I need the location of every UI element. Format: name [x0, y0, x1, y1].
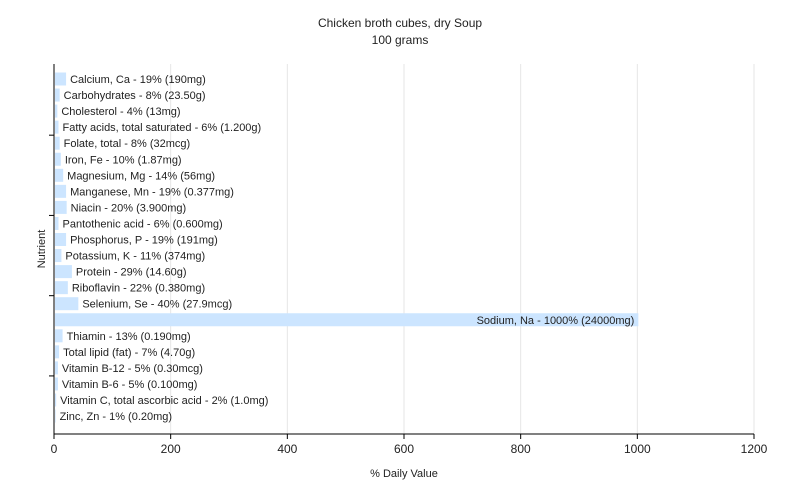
x-tick-label: 0 — [51, 442, 58, 456]
bar — [55, 184, 67, 198]
x-tick-layer: 0 200 400 600 800 1000 1200 — [51, 434, 768, 456]
bar-label: Sodium, Na - 1000% (24000mg) — [477, 315, 635, 327]
x-axis-label: % Daily Value — [370, 468, 438, 480]
bar — [55, 377, 58, 391]
x-tick-label: 200 — [161, 442, 181, 456]
bar — [55, 136, 60, 150]
bar — [55, 313, 639, 327]
x-tick-label: 800 — [511, 442, 531, 456]
bar-label: Zinc, Zn - 1% (0.20mg) — [60, 411, 172, 423]
chart-subtitle: 100 grams — [372, 33, 429, 47]
bar — [55, 216, 59, 230]
bar-label: Selenium, Se - 40% (27.9mcg) — [82, 299, 232, 311]
bar — [55, 72, 67, 86]
y-axis-label: Nutrient — [36, 230, 48, 269]
bar-label: Iron, Fe - 10% (1.87mg) — [65, 154, 182, 166]
bar — [55, 104, 58, 118]
bar — [55, 233, 67, 246]
bar — [55, 393, 57, 407]
bar-layer: Calcium, Ca - 19% (190mg) Carbohydrates -… — [55, 72, 639, 423]
bar — [55, 88, 60, 102]
bar-label: Pantothenic acid - 6% (0.600mg) — [63, 218, 223, 230]
bar-label: Folate, total - 8% (32mcg) — [64, 138, 191, 150]
bar-label: Vitamin C, total ascorbic acid - 2% (1.0… — [60, 395, 268, 407]
bar-label: Potassium, K - 11% (374mg) — [65, 251, 205, 263]
bar-label: Fatty acids, total saturated - 6% (1.200… — [63, 122, 262, 134]
bar — [55, 409, 56, 423]
bar-label: Magnesium, Mg - 14% (56mg) — [67, 170, 215, 182]
bar-label: Cholesterol - 4% (13mg) — [61, 106, 180, 118]
x-tick-label: 600 — [394, 442, 414, 456]
x-tick-label: 1200 — [741, 442, 768, 456]
bar-label: Vitamin B-12 - 5% (0.30mcg) — [62, 363, 203, 375]
bar — [55, 120, 59, 134]
bar-label: Protein - 29% (14.60g) — [76, 267, 187, 279]
bar-label: Vitamin B-6 - 5% (0.100mg) — [62, 379, 198, 391]
bar — [55, 200, 67, 214]
grid-layer — [170, 64, 755, 434]
bar — [55, 265, 72, 279]
chart-title: Chicken broth cubes, dry Soup — [318, 16, 482, 30]
bar-label: Thiamin - 13% (0.190mg) — [67, 331, 191, 343]
bar-label: Phosphorus, P - 19% (191mg) — [70, 235, 218, 247]
bar — [55, 297, 79, 311]
bar-label: Niacin - 20% (3.900mg) — [71, 202, 187, 214]
bar-label: Total lipid (fat) - 7% (4.70g) — [63, 347, 195, 359]
bar — [55, 168, 64, 182]
bar — [55, 152, 61, 166]
bar — [55, 345, 60, 359]
bar — [55, 249, 62, 263]
bar — [55, 329, 63, 343]
bar — [55, 281, 68, 295]
bar-label: Carbohydrates - 8% (23.50g) — [64, 90, 206, 102]
x-tick-label: 1000 — [624, 442, 651, 456]
bar — [55, 361, 58, 375]
bar-label: Calcium, Ca - 19% (190mg) — [70, 74, 206, 86]
bar-label: Riboflavin - 22% (0.380mg) — [72, 283, 205, 295]
bar-label: Manganese, Mn - 19% (0.377mg) — [70, 186, 234, 198]
x-tick-label: 400 — [277, 442, 297, 456]
